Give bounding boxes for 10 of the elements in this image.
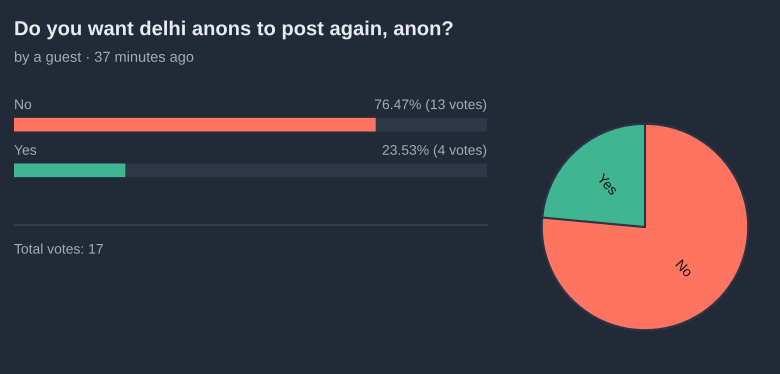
category-label: Yes [14,145,36,155]
data-label: 23.53% (4 votes) [382,144,486,158]
category-label: No [15,100,32,110]
text: Total votes: 17 [14,244,103,254]
data-label: 76.47% (13 votes) [375,99,486,112]
chart-title: Do you want delhi anons to post again, anon? [15,20,453,40]
pie-slice [540,122,750,332]
slice-label: Yes [596,172,618,196]
chart-subtitle: by a guest · 37 minutes ago [14,51,194,65]
slice-label: No [675,259,694,278]
